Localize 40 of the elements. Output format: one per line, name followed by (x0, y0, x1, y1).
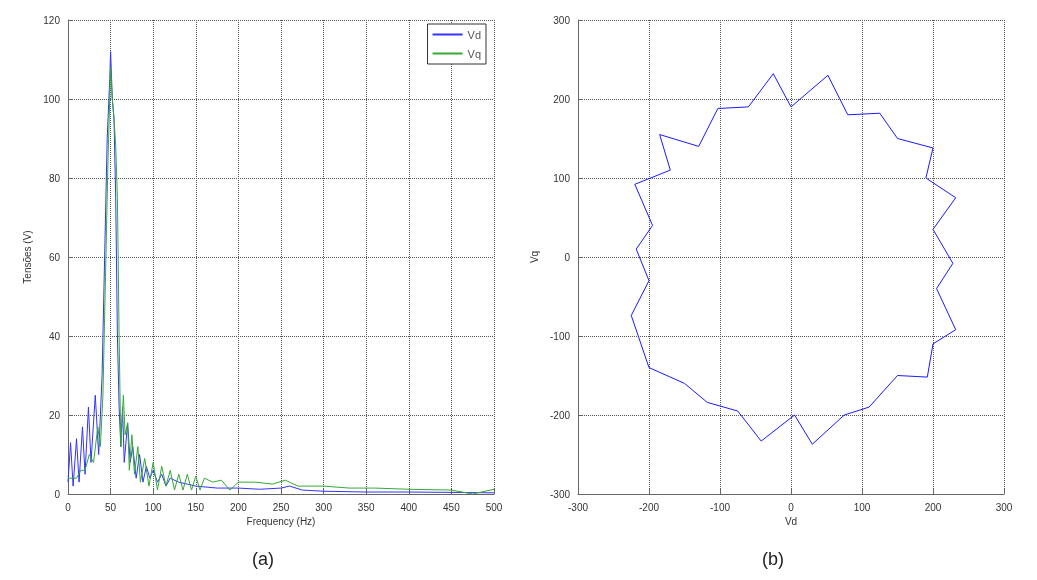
y-axis-title: Tensões (V) (21, 230, 33, 284)
x-tick-label: 100 (144, 501, 162, 513)
x-tick-label: 300 (315, 501, 333, 513)
x-tick-label: -100 (709, 501, 731, 513)
x-tick-label: 350 (357, 501, 375, 513)
y-tick-label: 120 (43, 14, 61, 26)
y-tick-label: 0 (564, 251, 571, 263)
legend-label: Vq (467, 47, 482, 60)
y-tick-label: -300 (549, 488, 571, 500)
x-tick-label: -200 (638, 501, 660, 513)
x-tick-label: 200 (924, 501, 942, 513)
x-tick-label: -300 (567, 501, 589, 513)
y-tick-label: 300 (553, 14, 571, 26)
x-tick-label: 400 (400, 501, 418, 513)
x-axis-title: Vd (784, 516, 798, 528)
x-tick-label: 500 (485, 501, 503, 513)
x-tick-label: 50 (105, 501, 117, 513)
y-axis-title: Vq (528, 250, 540, 264)
text: (b) (762, 549, 784, 569)
y-tick-label: -200 (549, 409, 571, 421)
y-tick-label: 40 (48, 330, 61, 342)
x-tick-label: 150 (187, 501, 205, 513)
y-tick-label: 200 (553, 93, 571, 105)
y-tick-label: 100 (43, 93, 61, 105)
x-tick-label: 300 (995, 501, 1013, 513)
x-tick-label: 250 (272, 501, 290, 513)
text: (a) (252, 549, 274, 569)
y-tick-label: 60 (48, 251, 61, 263)
y-tick-label: 0 (54, 488, 61, 500)
y-tick-label: 20 (48, 409, 61, 421)
x-tick-label: 200 (230, 501, 248, 513)
x-axis-title: Frequency (Hz) (246, 516, 316, 528)
y-tick-label: 100 (553, 172, 571, 184)
x-tick-label: 0 (788, 501, 795, 513)
y-tick-label: 80 (48, 172, 61, 184)
x-tick-label: 450 (443, 501, 461, 513)
y-tick-label: -100 (549, 330, 571, 342)
x-tick-label: 100 (853, 501, 871, 513)
legend-label: Vd (467, 28, 482, 41)
x-tick-label: 0 (65, 501, 72, 513)
